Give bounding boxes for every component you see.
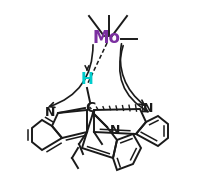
Text: C: C	[85, 101, 95, 115]
FancyArrowPatch shape	[120, 46, 148, 112]
FancyArrowPatch shape	[49, 45, 93, 107]
Text: H: H	[81, 73, 93, 88]
Text: N: N	[110, 123, 120, 136]
Text: N: N	[143, 101, 153, 115]
FancyArrowPatch shape	[120, 44, 144, 105]
Text: N: N	[45, 105, 55, 119]
Text: Mo: Mo	[93, 29, 121, 47]
